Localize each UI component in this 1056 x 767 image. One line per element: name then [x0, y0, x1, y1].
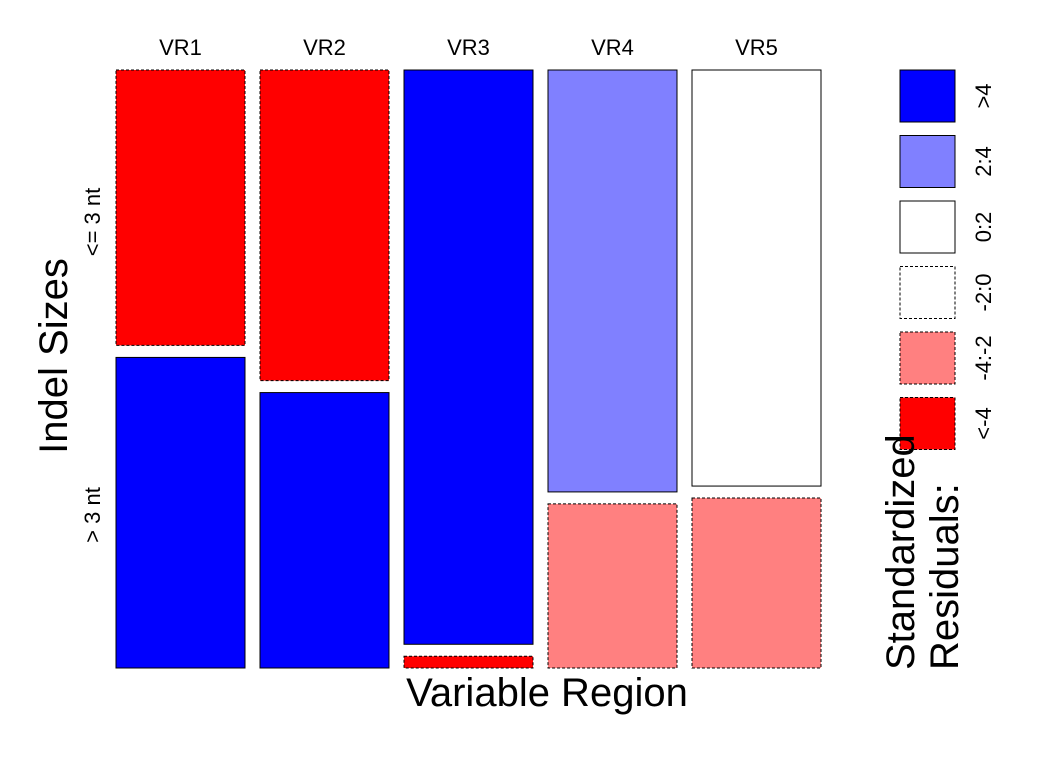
column-labels: VR1 VR2 VR3 VR4 VR5: [159, 35, 778, 60]
y-axis-title: Indel Sizes: [32, 258, 76, 454]
tile-vr1-gt3nt: [115, 356, 246, 669]
row-label-gt3nt: > 3 nt: [80, 487, 105, 543]
tile-vr3-le3nt: [403, 69, 534, 645]
column-label-vr5: VR5: [735, 35, 778, 60]
legend-swatch-2: [899, 135, 956, 188]
tile-vr2-gt3nt: [259, 392, 390, 669]
legend-label-2: 2:4: [971, 146, 996, 177]
column-label-vr1: VR1: [159, 35, 202, 60]
tile-vr4-gt3nt: [547, 503, 678, 669]
row-labels: <= 3 nt > 3 nt: [80, 188, 105, 543]
tile-vr1-le3nt: [115, 69, 246, 346]
legend-swatch-1: [899, 69, 956, 123]
legend-swatch-6: [899, 397, 956, 450]
tile-vr5-gt3nt: [691, 497, 822, 669]
legend-title-line1: Standardized: [879, 434, 923, 670]
legend-title-line2: Residuals:: [923, 483, 967, 670]
legend-label-6: <-4: [971, 407, 996, 439]
legend-label-1: >4: [971, 83, 996, 108]
column-label-vr4: VR4: [591, 35, 634, 60]
legend-swatch-4: [899, 266, 956, 319]
row-label-le3nt: <= 3 nt: [80, 188, 105, 257]
legend-label-3: 0:2: [971, 212, 996, 243]
column-label-vr2: VR2: [303, 35, 346, 60]
tile-vr3-gt3nt: [403, 655, 534, 669]
tile-vr2-le3nt: [259, 69, 390, 382]
legend-label-5: -4:-2: [971, 335, 996, 380]
mosaic-tiles: [115, 69, 822, 669]
tile-vr4-le3nt: [547, 69, 678, 493]
legend: >4 2:4 0:2 -2:0 -4:-2 <-4: [899, 69, 996, 450]
legend-label-4: -2:0: [971, 274, 996, 312]
column-label-vr3: VR3: [447, 35, 490, 60]
legend-swatch-5: [899, 331, 956, 385]
x-axis-title: Variable Region: [406, 671, 688, 715]
legend-swatch-3: [899, 200, 956, 254]
tile-vr5-le3nt: [691, 69, 822, 487]
